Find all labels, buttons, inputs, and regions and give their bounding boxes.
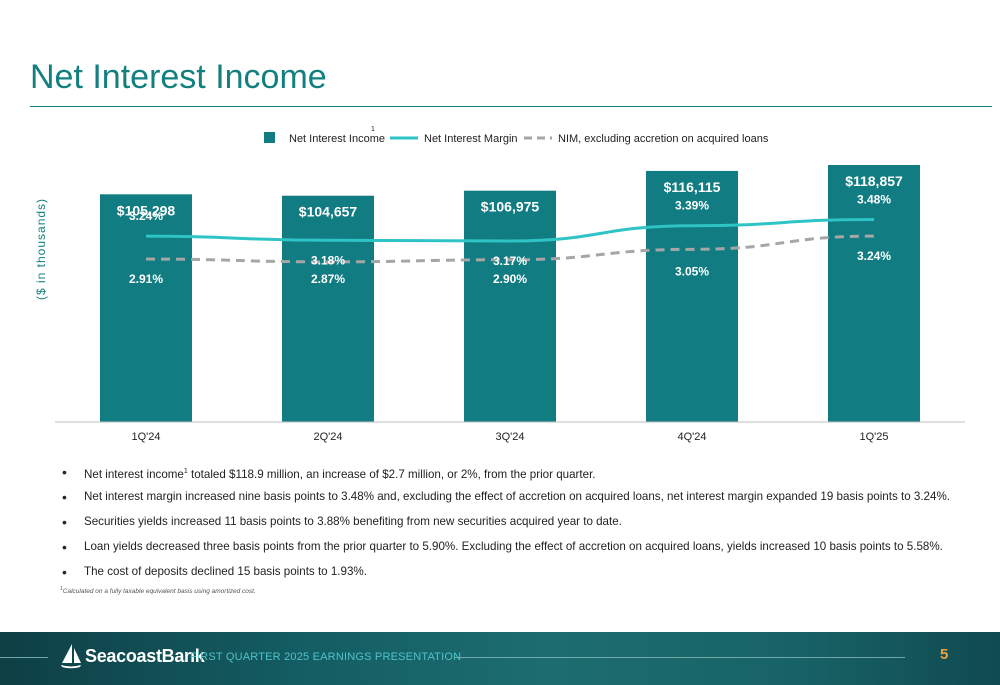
series-line-net-interest-margin: [145, 217, 875, 243]
bar-3Q'24: [464, 190, 556, 422]
bullet-item: Securities yields increased 11 basis poi…: [62, 513, 950, 538]
nim-excl-data-label: 2.87%: [311, 272, 345, 286]
bullet-list: Net interest income1 totaled $118.9 mill…: [62, 463, 950, 588]
sailboat-logo-icon: [61, 644, 81, 669]
bar-value-label: $106,975: [481, 199, 540, 215]
nim-excl-data-label: 2.90%: [493, 272, 527, 286]
x-tick-label: 3Q'24: [495, 431, 524, 443]
footer-bar: SeacoastBank FIRST QUARTER 2025 EARNINGS…: [0, 632, 1000, 685]
bar-value-label: $105,298: [117, 202, 176, 218]
y-axis-label: ($ in thousands): [34, 197, 48, 300]
bullet-item: The cost of deposits declined 15 basis p…: [62, 563, 950, 588]
page-title: Net Interest Income: [30, 58, 327, 96]
bullet-item: Loan yields decreased three basis points…: [62, 538, 950, 563]
legend-label-nim-excluding-accretion: NIM, excluding accretion on acquired loa…: [558, 133, 769, 145]
nim-excl-data-label: 3.05%: [675, 264, 709, 278]
bar-2Q'24: [282, 195, 374, 422]
nim-data-label: 3.18%: [311, 253, 345, 267]
x-tick-label: 1Q'25: [859, 431, 888, 443]
legend-label-superscript: 1: [371, 126, 375, 133]
bullet-item: Net interest income1 totaled $118.9 mill…: [62, 463, 950, 488]
bar-4Q'24: [646, 170, 738, 422]
legend-label-net-interest-income: Net Interest Income: [289, 133, 385, 145]
bullet-item: Net interest margin increased nine basis…: [62, 488, 950, 513]
bar-1Q'25: [828, 165, 920, 422]
bar-value-label: $104,657: [299, 204, 358, 220]
title-divider: [30, 106, 992, 107]
legend-label-net-interest-margin: Net Interest Margin: [424, 133, 518, 145]
bar-1Q'24: [100, 194, 192, 422]
x-tick-label: 1Q'24: [131, 431, 160, 443]
footnote: 1Calculated on a fully taxable equivalen…: [60, 586, 256, 596]
nim-excl-data-label: 2.91%: [129, 272, 163, 286]
legend-swatch-net-interest-income: [264, 132, 275, 143]
seacoast-logo: SeacoastBank: [60, 643, 205, 669]
footer-caption: FIRST QUARTER 2025 EARNINGS PRESENTATION: [190, 651, 462, 663]
bar-value-label: $118,857: [845, 173, 903, 189]
series-line-nim-excluding-accretion: [145, 234, 875, 264]
x-tick-label: 4Q'24: [677, 431, 706, 443]
footer-divider-right: [455, 657, 905, 658]
logo-text: SeacoastBank: [85, 645, 205, 666]
nim-data-label: 3.17%: [493, 254, 527, 268]
page-number: 5: [940, 646, 949, 663]
nim-excl-data-label: 3.24%: [857, 249, 891, 263]
nim-data-label: 3.24%: [129, 209, 163, 223]
bar-value-label: $116,115: [664, 179, 721, 195]
footer-divider-left: [0, 657, 48, 658]
nim-data-label: 3.39%: [675, 199, 709, 213]
nim-data-label: 3.48%: [857, 192, 891, 206]
x-tick-label: 2Q'24: [313, 431, 342, 443]
